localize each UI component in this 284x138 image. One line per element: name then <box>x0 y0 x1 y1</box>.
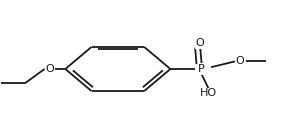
Text: O: O <box>236 56 244 66</box>
Text: P: P <box>198 64 205 74</box>
Text: O: O <box>196 39 204 48</box>
Text: HO: HO <box>200 88 217 98</box>
Text: O: O <box>45 64 54 74</box>
